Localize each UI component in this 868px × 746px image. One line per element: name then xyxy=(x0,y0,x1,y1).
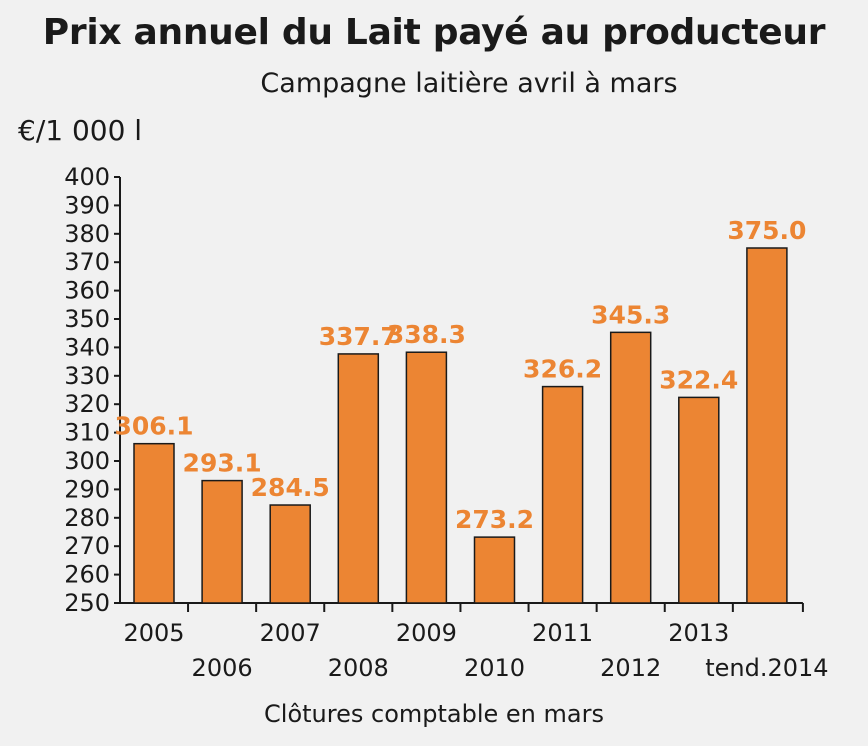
x-tick-label: 2005 xyxy=(123,619,184,647)
bar xyxy=(405,351,448,604)
y-tick-label: 290 xyxy=(64,475,110,503)
x-tick-label: 2012 xyxy=(600,654,661,682)
data-label: 306.1 xyxy=(114,412,193,441)
x-tick-label: 2007 xyxy=(260,619,321,647)
bar xyxy=(133,442,175,604)
y-tick-label: 360 xyxy=(64,277,110,305)
data-label: 293.1 xyxy=(183,449,262,478)
x-axis-label: Clôtures comptable en mars xyxy=(264,700,604,728)
bar xyxy=(678,396,720,604)
y-tick-label: 400 xyxy=(64,163,110,191)
bar xyxy=(337,353,380,604)
y-tick-label: 370 xyxy=(64,248,110,276)
data-label: 345.3 xyxy=(591,300,670,329)
y-tick-label: 280 xyxy=(64,504,110,532)
bar xyxy=(541,385,584,604)
y-tick-label: 260 xyxy=(64,561,110,589)
bar xyxy=(201,479,243,604)
data-label: 326.2 xyxy=(523,355,602,384)
bar xyxy=(609,331,652,604)
x-tick-label: 2008 xyxy=(328,654,389,682)
y-tick-label: 310 xyxy=(64,419,110,447)
x-tick-label: 2006 xyxy=(192,654,253,682)
chart-subtitle: Campagne laitière avril à mars xyxy=(260,68,678,99)
y-tick-label: 340 xyxy=(64,333,110,361)
y-tick-label: 330 xyxy=(64,362,110,390)
y-tick-label: 250 xyxy=(64,589,110,617)
chart-title: Prix annuel du Lait payé au producteur xyxy=(42,12,826,53)
x-tick-label: 2011 xyxy=(532,619,593,647)
bar xyxy=(473,536,516,604)
data-label: 322.4 xyxy=(659,365,738,394)
bar xyxy=(269,504,311,604)
data-label: 273.2 xyxy=(455,505,534,534)
y-tick-label: 380 xyxy=(64,220,110,248)
y-axis-unit-label: €/1 000 l xyxy=(18,114,143,147)
x-tick-label: 2013 xyxy=(668,619,729,647)
x-tick-label: tend.2014 xyxy=(705,654,828,682)
data-label: 284.5 xyxy=(251,473,330,502)
data-label: 337.7 xyxy=(319,322,398,351)
y-tick-label: 270 xyxy=(64,532,110,560)
x-tick-label: 2009 xyxy=(396,619,457,647)
data-label: 375.0 xyxy=(727,216,806,245)
y-tick-label: 390 xyxy=(64,191,110,219)
y-tick-label: 350 xyxy=(64,305,110,333)
y-tick-label: 300 xyxy=(64,447,110,475)
y-tick-label: 320 xyxy=(64,390,110,418)
bar xyxy=(746,247,788,604)
data-label: 338.3 xyxy=(387,320,466,349)
x-tick-label: 2010 xyxy=(464,654,525,682)
